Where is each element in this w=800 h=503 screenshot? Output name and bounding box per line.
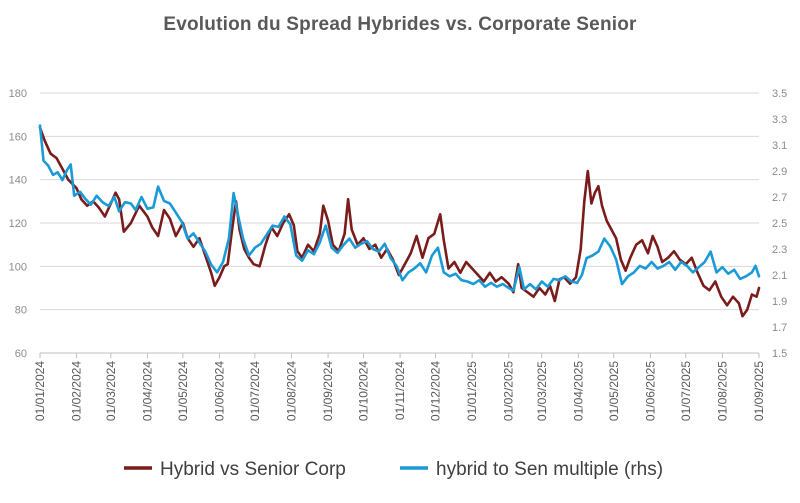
right-tick-label: 2.5: [772, 218, 787, 230]
x-tick-label: 01/11/2024: [393, 361, 407, 420]
x-tick-label: 01/09/2024: [321, 361, 335, 421]
left-tick-label: 80: [15, 305, 27, 317]
right-tick-label: 3.1: [772, 140, 787, 152]
left-tick-label: 180: [9, 88, 27, 100]
x-tick-label: 01/09/2025: [752, 361, 766, 421]
legend: Hybrid vs Senior Corp hybrid to Sen multi…: [124, 459, 663, 480]
series-lines: [38, 124, 761, 318]
x-tick-label: 01/10/2024: [356, 361, 370, 421]
x-tick-label: 01/12/2024: [429, 361, 443, 421]
x-tick-label: 01/03/2025: [535, 361, 549, 421]
legend-label: hybrid to Sen multiple (rhs): [436, 459, 663, 480]
x-tick-label: 01/01/2025: [465, 361, 479, 421]
x-tick-label: 01/08/2024: [284, 361, 298, 421]
series-line-spread: [38, 126, 761, 318]
right-tick-label: 2.1: [772, 270, 787, 282]
x-tick-label: 01/05/2024: [176, 361, 190, 421]
right-tick-label: 2.9: [772, 166, 787, 178]
left-tick-label: 140: [9, 175, 27, 187]
x-tick-label: 01/01/2024: [33, 361, 47, 421]
x-tick-label: 01/06/2024: [212, 361, 226, 421]
series-line-multiple: [38, 124, 761, 292]
x-tick-label: 01/07/2024: [248, 361, 262, 421]
x-tick-label: 01/02/2025: [502, 361, 516, 421]
x-tick-label: 01/08/2025: [715, 361, 729, 421]
right-tick-label: 2.7: [772, 192, 787, 204]
legend-label: Hybrid vs Senior Corp: [160, 459, 346, 480]
left-axis-ticks: 60 80 100 120 140 160 180: [9, 88, 27, 360]
x-tick-label: 01/04/2025: [571, 361, 585, 421]
right-tick-label: 3.3: [772, 114, 787, 126]
x-axis-ticks: 01/01/2024 01/02/2024 01/03/2024 01/04/2024…: [33, 353, 766, 421]
x-tick-label: 01/05/2025: [607, 361, 621, 421]
x-tick-label: 01/03/2024: [104, 361, 118, 421]
right-axis-ticks: 1.5 1.7 1.9 2.1 2.3 2.5 2.7 2.9 3.1 3.3 3.5: [772, 88, 787, 360]
left-tick-label: 120: [9, 218, 27, 230]
chart-title: Evolution du Spread Hybrides vs. Corpora…: [163, 14, 637, 35]
left-tick-label: 100: [9, 261, 27, 273]
right-tick-label: 1.7: [772, 322, 787, 334]
x-tick-label: 01/02/2024: [70, 361, 84, 421]
right-tick-label: 3.5: [772, 88, 787, 100]
right-tick-label: 1.9: [772, 296, 787, 308]
left-tick-label: 160: [9, 131, 27, 143]
left-tick-label: 60: [15, 348, 27, 360]
x-tick-label: 01/06/2025: [643, 361, 657, 421]
x-tick-label: 01/07/2025: [679, 361, 693, 421]
right-tick-label: 2.3: [772, 244, 787, 256]
x-tick-label: 01/04/2024: [140, 361, 154, 421]
right-tick-label: 1.5: [772, 348, 787, 360]
gridlines: [40, 92, 759, 311]
